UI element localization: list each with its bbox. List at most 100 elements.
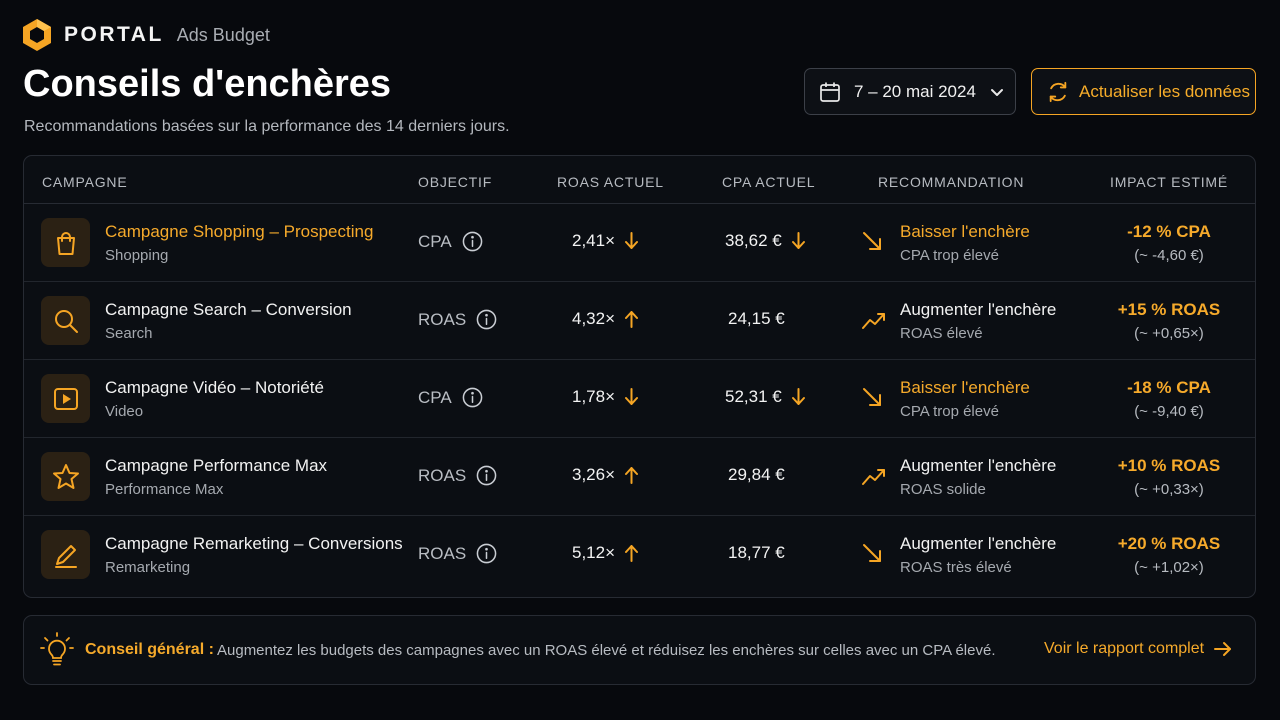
roas-cell: 3,26× [572, 465, 640, 485]
table-row[interactable]: Campagne Remarketing – Conversions Remar… [24, 516, 1255, 594]
full-report-label: Voir le rapport complet [1044, 640, 1205, 657]
brand-name: PORTAL [64, 23, 164, 46]
trend-arrow-down-icon [625, 232, 639, 249]
date-range-picker[interactable]: 7 – 20 mai 2024 [804, 68, 1016, 115]
roas-value: 4,32× [572, 309, 616, 328]
campaign-name[interactable]: Campagne Remarketing – Conversions [105, 534, 403, 553]
objective-cell: ROAS [418, 309, 497, 330]
portal-logo-icon [23, 19, 51, 51]
date-range-value: 7 – 20 mai 2024 [854, 81, 976, 101]
roas-value: 2,41× [572, 231, 616, 250]
trend-down-icon [863, 544, 881, 562]
cpa-cell: 29,84 € [728, 465, 785, 485]
campaign-type: Shopping [105, 247, 169, 264]
page-subtitle: Recommandations basées sur la performanc… [24, 118, 510, 135]
trend-arrow-down-icon [625, 388, 639, 405]
cpa-cell: 24,15 € [728, 309, 785, 329]
campaign-type: Search [105, 325, 153, 342]
trend-arrow-up-icon [625, 467, 639, 484]
trend-arrow-up-icon [625, 545, 639, 562]
cpa-value: 18,77 € [728, 543, 785, 562]
edit-pencil-icon [54, 544, 77, 568]
info-icon[interactable] [462, 387, 483, 408]
refresh-label: Actualiser les données [1079, 81, 1251, 101]
campaign-icon-tile [41, 296, 90, 345]
campaign-icon-tile [41, 374, 90, 423]
objective-cell: ROAS [418, 543, 497, 564]
cpa-cell: 18,77 € [728, 543, 785, 563]
recommendation-action[interactable]: Baisser l'enchère [900, 222, 1030, 241]
header-recommendation: RECOMMANDATION [878, 174, 1025, 190]
info-icon[interactable] [476, 543, 497, 564]
campaign-icon-tile [41, 530, 90, 579]
trend-arrow-down-icon [791, 388, 805, 405]
refresh-data-button[interactable]: Actualiser les données [1031, 68, 1256, 115]
recommendation-note: CPA trop élevé [900, 247, 999, 264]
header-impact: IMPACT ESTIMÉ [1110, 174, 1229, 190]
roas-value: 5,12× [572, 543, 616, 562]
impact-detail: (~ +0,33×) [1134, 481, 1204, 498]
cpa-value: 52,31 € [725, 387, 782, 406]
header-campaign: CAMPAGNE [42, 174, 128, 190]
cpa-value: 38,62 € [725, 231, 782, 250]
play-video-icon [53, 387, 78, 410]
general-tip-banner: Conseil général : Augmentez les budgets … [23, 615, 1256, 685]
campaign-icon-tile [41, 452, 90, 501]
trend-down-icon [863, 388, 881, 406]
header-objective: OBJECTIF [418, 174, 493, 190]
brand-product: Ads Budget [176, 24, 270, 45]
campaign-icon-tile [41, 218, 90, 267]
view-full-report-link[interactable]: Voir le rapport complet [1044, 640, 1232, 658]
table-row[interactable]: Campagne Shopping – Prospecting Shopping… [24, 204, 1255, 282]
impact-detail: (~ -9,40 €) [1134, 403, 1204, 420]
search-icon [54, 309, 78, 333]
roas-value: 1,78× [572, 387, 616, 406]
lightbulb-icon [40, 632, 74, 666]
impact-value: -12 % CPA [1127, 222, 1211, 241]
roas-cell: 1,78× [572, 387, 640, 407]
table-row[interactable]: Campagne Performance Max Performance Max… [24, 438, 1255, 516]
star-icon [52, 463, 79, 489]
objective-cell: CPA [418, 231, 483, 252]
impact-value: +15 % ROAS [1117, 300, 1221, 319]
trend-down-icon [863, 232, 881, 250]
trend-arrow-down-icon [791, 232, 805, 249]
info-icon[interactable] [476, 465, 497, 486]
objective-value: CPA [418, 231, 452, 251]
recommendation-action[interactable]: Baisser l'enchère [900, 378, 1030, 397]
impact-detail: (~ +1,02×) [1134, 559, 1204, 576]
table-row[interactable]: Campagne Vidéo – Notoriété Video CPA 1,7… [24, 360, 1255, 438]
info-icon[interactable] [476, 309, 497, 330]
recommendation-action[interactable]: Augmenter l'enchère [900, 534, 1057, 553]
roas-cell: 5,12× [572, 543, 640, 563]
cpa-value: 24,15 € [728, 309, 785, 328]
recommendation-action[interactable]: Augmenter l'enchère [900, 300, 1057, 319]
info-icon[interactable] [462, 231, 483, 252]
brand: PORTAL Ads Budget [22, 18, 270, 52]
objective-value: CPA [418, 387, 452, 407]
recommendation-note: CPA trop élevé [900, 403, 999, 420]
campaign-name[interactable]: Campagne Search – Conversion [105, 300, 352, 319]
campaign-name[interactable]: Campagne Performance Max [105, 456, 328, 475]
campaign-type: Performance Max [105, 481, 224, 498]
objective-value: ROAS [418, 309, 467, 329]
recommendation-note: ROAS solide [900, 481, 986, 498]
calendar-icon [820, 82, 840, 102]
header-roas: ROAS ACTUEL [557, 174, 664, 190]
bid-recommendations-table: CAMPAGNE OBJECTIF ROAS ACTUEL CPA ACTUEL… [23, 155, 1256, 598]
roas-cell: 4,32× [572, 309, 640, 329]
impact-detail: (~ -4,60 €) [1134, 247, 1204, 264]
impact-value: -18 % CPA [1127, 378, 1211, 397]
trend-arrow-up-icon [625, 311, 639, 328]
recommendation-action[interactable]: Augmenter l'enchère [900, 456, 1057, 475]
campaign-name[interactable]: Campagne Vidéo – Notoriété [105, 378, 324, 397]
chevron-down-icon [990, 88, 1003, 96]
page-title: Conseils d'enchères [23, 63, 392, 105]
arrow-right-icon [1214, 642, 1232, 656]
objective-value: ROAS [418, 465, 467, 485]
impact-value: +10 % ROAS [1117, 456, 1221, 475]
campaign-name[interactable]: Campagne Shopping – Prospecting [105, 222, 374, 241]
cpa-cell: 52,31 € [725, 387, 807, 407]
table-row[interactable]: Campagne Search – Conversion Search ROAS… [24, 282, 1255, 360]
objective-cell: ROAS [418, 465, 497, 486]
